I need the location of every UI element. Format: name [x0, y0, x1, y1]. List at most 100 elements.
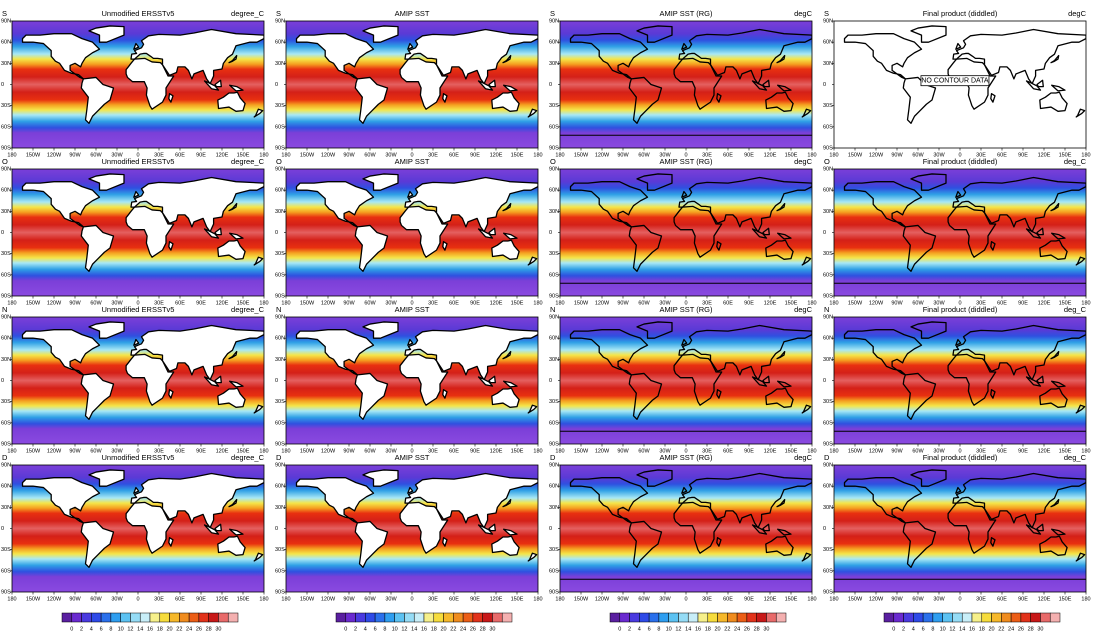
panel-month: N [550, 305, 555, 314]
lon-label: 60W [90, 448, 102, 454]
lon-label: 150E [1059, 152, 1072, 158]
lat-label: 60S [823, 568, 833, 574]
lat-label: 60S [275, 272, 285, 278]
lon-label: 30W [111, 596, 123, 602]
lon-label: 30W [933, 152, 945, 158]
map-panel: N AMIP SST (RG) degC90N60N30N030S60S90S180… [549, 305, 817, 454]
lon-label: 180 [281, 152, 290, 158]
panel-title: AMIP SST (RG) [659, 453, 713, 462]
lon-label: 120E [216, 448, 229, 454]
lon-label: 180 [259, 152, 268, 158]
lon-label: 180 [533, 152, 542, 158]
lon-label: 60E [449, 596, 459, 602]
panel-title: AMIP SST (RG) [659, 157, 713, 166]
lat-label: 90N [549, 166, 559, 172]
colorbar-box [1001, 612, 1012, 623]
lon-label: 60E [175, 596, 185, 602]
lon-label: 60W [364, 300, 376, 306]
colorbar-label: 18 [157, 626, 163, 632]
lat-label: 30S [823, 251, 833, 257]
lon-label: 180 [1081, 596, 1090, 602]
lon-label: 60E [723, 448, 733, 454]
colorbar: 0 2 4 6 8 10 12 14 16 18 20 22 24 26 28 30 [61, 612, 239, 632]
colorbar-label: 30 [215, 626, 221, 632]
map-panel: O Unmodified ERSSTv5 degree_C 90N 60N 30N 0 30S… [1, 157, 269, 306]
colorbar-label: 14 [137, 626, 143, 632]
panel-title: Unmodified ERSSTv5 [102, 453, 175, 462]
lon-label: 30E [702, 596, 712, 602]
lon-label: 120W [869, 300, 884, 306]
lat-label: 90N [1, 166, 11, 172]
lon-label: 90W [891, 152, 903, 158]
panel-month: O [276, 157, 282, 166]
lon-label: 30E [428, 300, 438, 306]
lon-label: 90E [744, 596, 754, 602]
colorbar-box [1049, 612, 1061, 623]
colorbar-box [91, 612, 102, 623]
lon-label: 150W [300, 596, 315, 602]
colorbar-label: 12 [675, 626, 681, 632]
panel-month: N [2, 305, 7, 314]
lon-label: 120W [869, 152, 884, 158]
colorbar-box [922, 612, 934, 623]
sst-field [560, 169, 812, 296]
lon-label: 150E [237, 596, 250, 602]
colorbar-label: 22 [176, 626, 182, 632]
lat-label: 90N [1, 462, 11, 468]
lat-label: 30N [275, 61, 285, 67]
lon-label: 150E [237, 448, 250, 454]
lon-label: 120E [216, 152, 229, 158]
map-panel: O AMIP SST (RG) degC90N60N30N030S60S90S180… [549, 157, 817, 306]
lon-label: 180 [1081, 448, 1090, 454]
lat-label: 60S [823, 420, 833, 426]
lon-label: 150W [26, 152, 41, 158]
lon-label: 120W [47, 596, 62, 602]
lat-label: 60N [549, 188, 559, 194]
lat-label: 0 [275, 230, 278, 236]
lon-label: 120E [490, 152, 503, 158]
lat-label: 90N [1, 18, 11, 24]
lat-label: 60N [1, 188, 11, 194]
colorbar-label: 4 [364, 626, 367, 632]
lat-label: 0 [1, 378, 4, 384]
colorbar-label: 30 [489, 626, 495, 632]
sst-field [560, 317, 812, 444]
panel-title: AMIP SST [395, 157, 430, 166]
lon-label: 150W [848, 300, 863, 306]
lat-label: 60N [549, 484, 559, 490]
map-panel: D AMIP SST (RG) degC90N60N30N030S60S90S180… [549, 453, 817, 602]
colorbar-box [639, 612, 650, 623]
lon-label: 60W [364, 152, 376, 158]
lat-label: 30N [549, 357, 559, 363]
lat-label: 60N [275, 40, 285, 46]
lon-label: 150W [848, 448, 863, 454]
colorbar-box [335, 612, 347, 623]
lat-label: 0 [823, 230, 826, 236]
colorbar-box [736, 612, 748, 623]
lat-label: 0 [823, 526, 826, 532]
lon-label: 60E [449, 448, 459, 454]
lon-label: 90W [343, 596, 355, 602]
lon-label: 30W [933, 596, 945, 602]
lon-label: 150E [785, 152, 798, 158]
colorbar-label: 30 [1037, 626, 1043, 632]
lon-label: 180 [533, 300, 542, 306]
colorbar-box [971, 612, 983, 623]
lon-label: 30W [385, 300, 397, 306]
lat-label: 60S [275, 568, 285, 574]
colorbar-box [727, 612, 738, 623]
panel-title: AMIP SST [395, 9, 430, 18]
lat-label: 90S [1, 293, 11, 299]
lat-label: 90N [823, 18, 833, 24]
panel-month: S [2, 9, 7, 18]
colorbar-label: 14 [411, 626, 417, 632]
lon-label: 90E [1018, 596, 1028, 602]
lon-label: 60W [364, 596, 376, 602]
colorbar-box [942, 612, 953, 623]
panel-units: degC [794, 9, 813, 18]
colorbar-label: 0 [618, 626, 621, 632]
lon-label: 60W [364, 448, 376, 454]
lat-label: 90S [823, 589, 833, 595]
lat-label: 30N [1, 61, 11, 67]
lon-label: 30E [428, 152, 438, 158]
